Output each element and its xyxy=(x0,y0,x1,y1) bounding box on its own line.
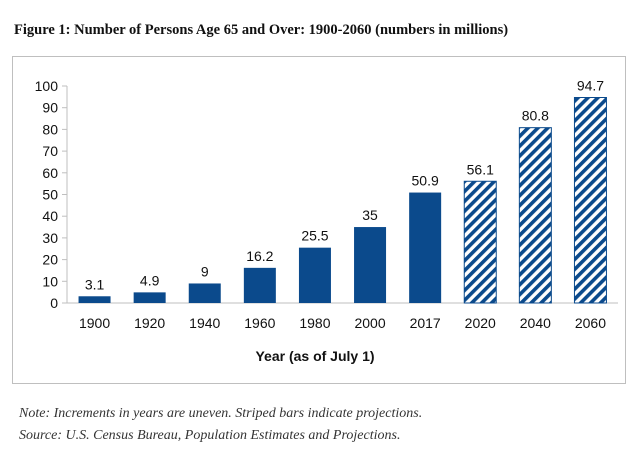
bar xyxy=(354,227,387,303)
y-tick-label: 20 xyxy=(42,252,58,268)
x-tick-label: 1900 xyxy=(79,315,110,331)
bar-value-label: 16.2 xyxy=(246,248,273,264)
x-tick-label: 1960 xyxy=(244,315,275,331)
bar xyxy=(188,283,221,303)
x-tick-label: 2020 xyxy=(465,315,496,331)
source-text: Source: U.S. Census Bureau, Population E… xyxy=(19,428,401,443)
x-tick-label: 1920 xyxy=(134,315,165,331)
bar xyxy=(133,292,166,303)
y-tick-label: 80 xyxy=(42,121,58,137)
x-tick-label: 2040 xyxy=(520,315,551,331)
x-tick-label: 2017 xyxy=(410,315,441,331)
y-tick-label: 50 xyxy=(42,187,58,203)
bar-value-label: 94.7 xyxy=(577,78,604,94)
y-tick-label: 90 xyxy=(42,100,58,116)
figure-title: Figure 1: Number of Persons Age 65 and O… xyxy=(14,22,509,38)
bar-value-label: 35 xyxy=(362,207,378,223)
bar-value-label: 50.9 xyxy=(412,173,439,189)
y-tick-label: 100 xyxy=(35,78,59,94)
x-tick-label: 2000 xyxy=(354,315,385,331)
bar-value-label: 4.9 xyxy=(140,272,160,288)
bar xyxy=(298,247,331,303)
y-tick-label: 10 xyxy=(42,273,58,289)
x-tick-label: 2060 xyxy=(575,315,606,331)
bar-value-label: 3.1 xyxy=(85,276,105,292)
y-tick-label: 70 xyxy=(42,143,58,159)
bar xyxy=(78,296,111,303)
bar-value-label: 25.5 xyxy=(301,228,328,244)
bar xyxy=(243,267,276,303)
bar-value-label: 80.8 xyxy=(522,108,549,124)
bar xyxy=(409,192,442,303)
bar-value-label: 56.1 xyxy=(467,161,494,177)
bar-projected xyxy=(518,127,552,304)
x-tick-label: 1980 xyxy=(299,315,330,331)
y-tick-label: 60 xyxy=(42,165,58,181)
chart-frame xyxy=(12,56,626,384)
note-text: Note: Increments in years are uneven. St… xyxy=(19,406,423,421)
x-axis-label: Year (as of July 1) xyxy=(255,348,375,364)
bar-value-label: 9 xyxy=(201,263,209,279)
x-tick-label: 1940 xyxy=(189,315,220,331)
y-tick-label: 30 xyxy=(42,230,58,246)
y-tick-label: 0 xyxy=(50,295,58,311)
bar-projected xyxy=(463,180,497,304)
bar-projected xyxy=(573,97,607,304)
bar-chart: 0 10 20 30 40 50 60 70 80 90 100 3.1 1900 4.9 1920 9 194… xyxy=(35,78,618,331)
y-tick-label: 40 xyxy=(42,208,58,224)
